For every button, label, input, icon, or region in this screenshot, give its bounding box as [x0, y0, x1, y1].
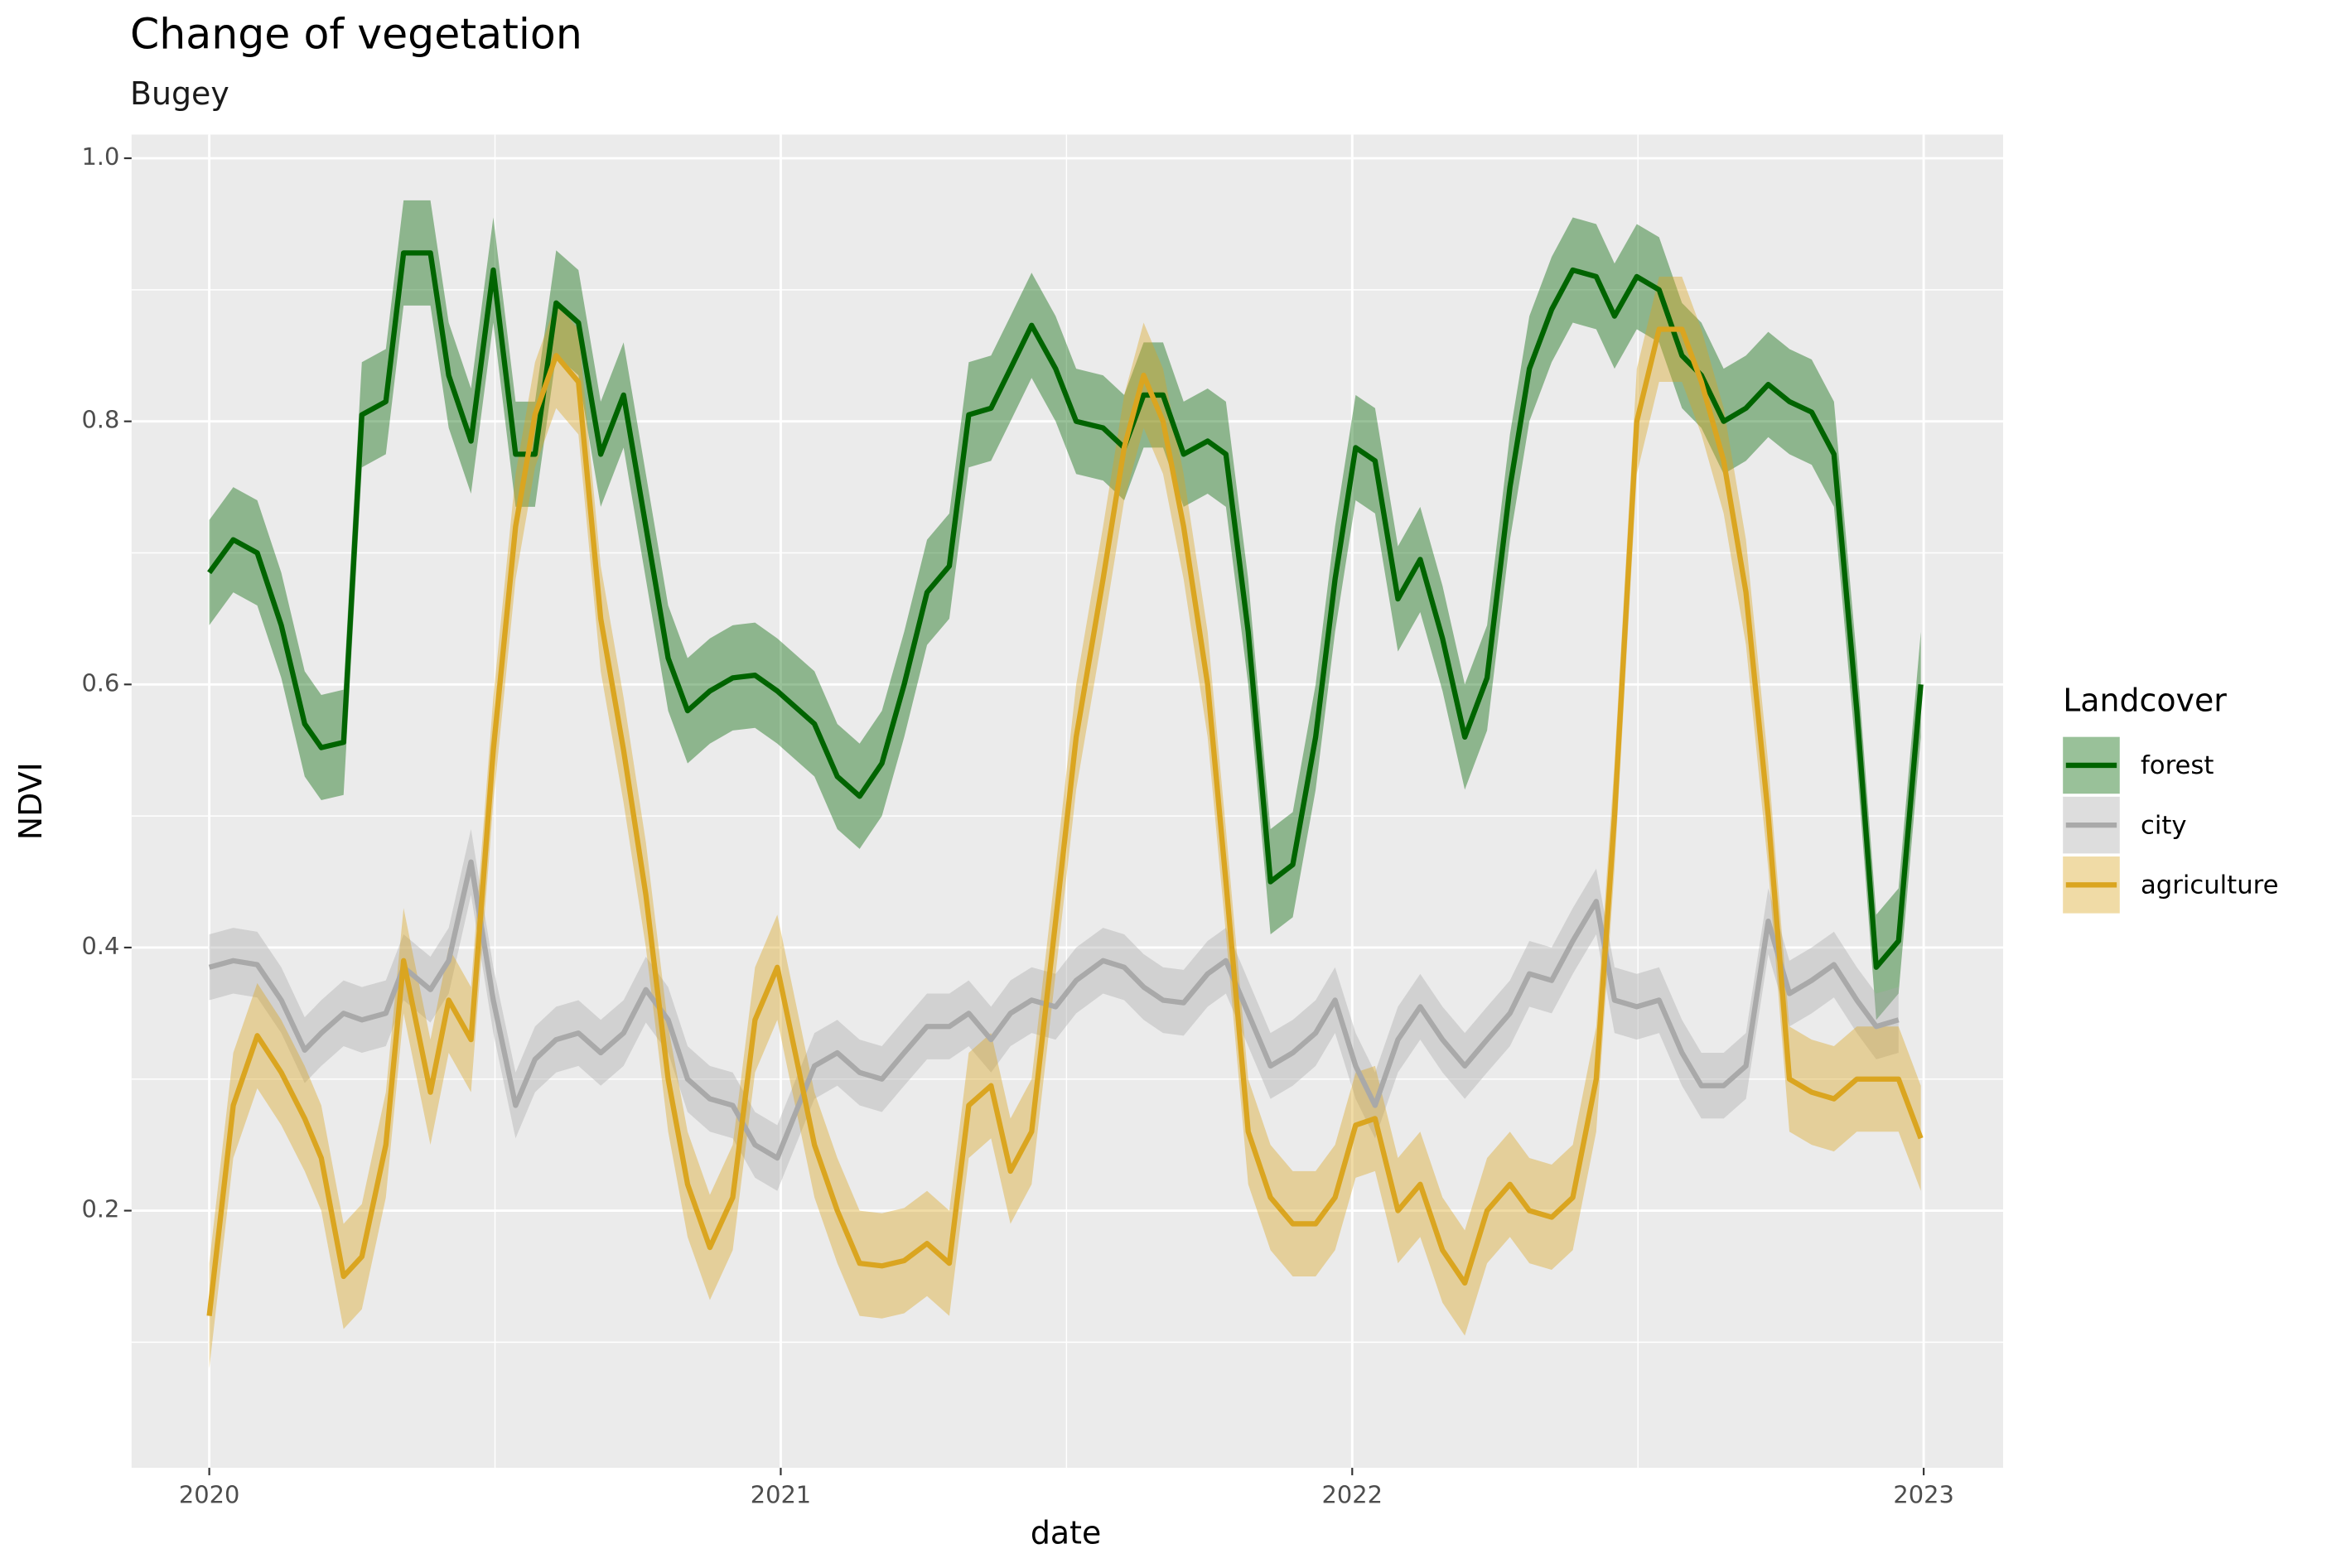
series-line — [208, 859, 1900, 1161]
x-tick-label: 2023 — [1893, 1480, 1953, 1508]
legend-label: forest — [2141, 751, 2214, 780]
legend-label: agriculture — [2141, 871, 2278, 900]
x-tick-label: 2021 — [751, 1480, 811, 1508]
y-tick-label: 1.0 — [81, 142, 119, 171]
y-tick-label: 0.2 — [81, 1195, 119, 1223]
x-axis-label: date — [1031, 1515, 1101, 1551]
confidence-ribbon — [209, 829, 1899, 1191]
chart-title: Change of vegetation — [130, 10, 582, 59]
y-tick-label: 0.6 — [81, 668, 119, 697]
chart-subtitle: Bugey — [130, 75, 229, 112]
y-axis-label: NDVI — [12, 762, 49, 840]
series-line — [207, 250, 1924, 970]
y-tick-label: 0.8 — [81, 406, 119, 434]
y-tick-label: 0.4 — [81, 932, 119, 960]
legend-label: city — [2141, 811, 2187, 840]
confidence-ribbon — [209, 200, 1921, 1020]
x-tick-label: 2022 — [1322, 1480, 1383, 1508]
series-line — [206, 326, 1924, 1316]
legend-title: Landcover — [2063, 683, 2227, 719]
x-tick-label: 2020 — [179, 1480, 239, 1508]
